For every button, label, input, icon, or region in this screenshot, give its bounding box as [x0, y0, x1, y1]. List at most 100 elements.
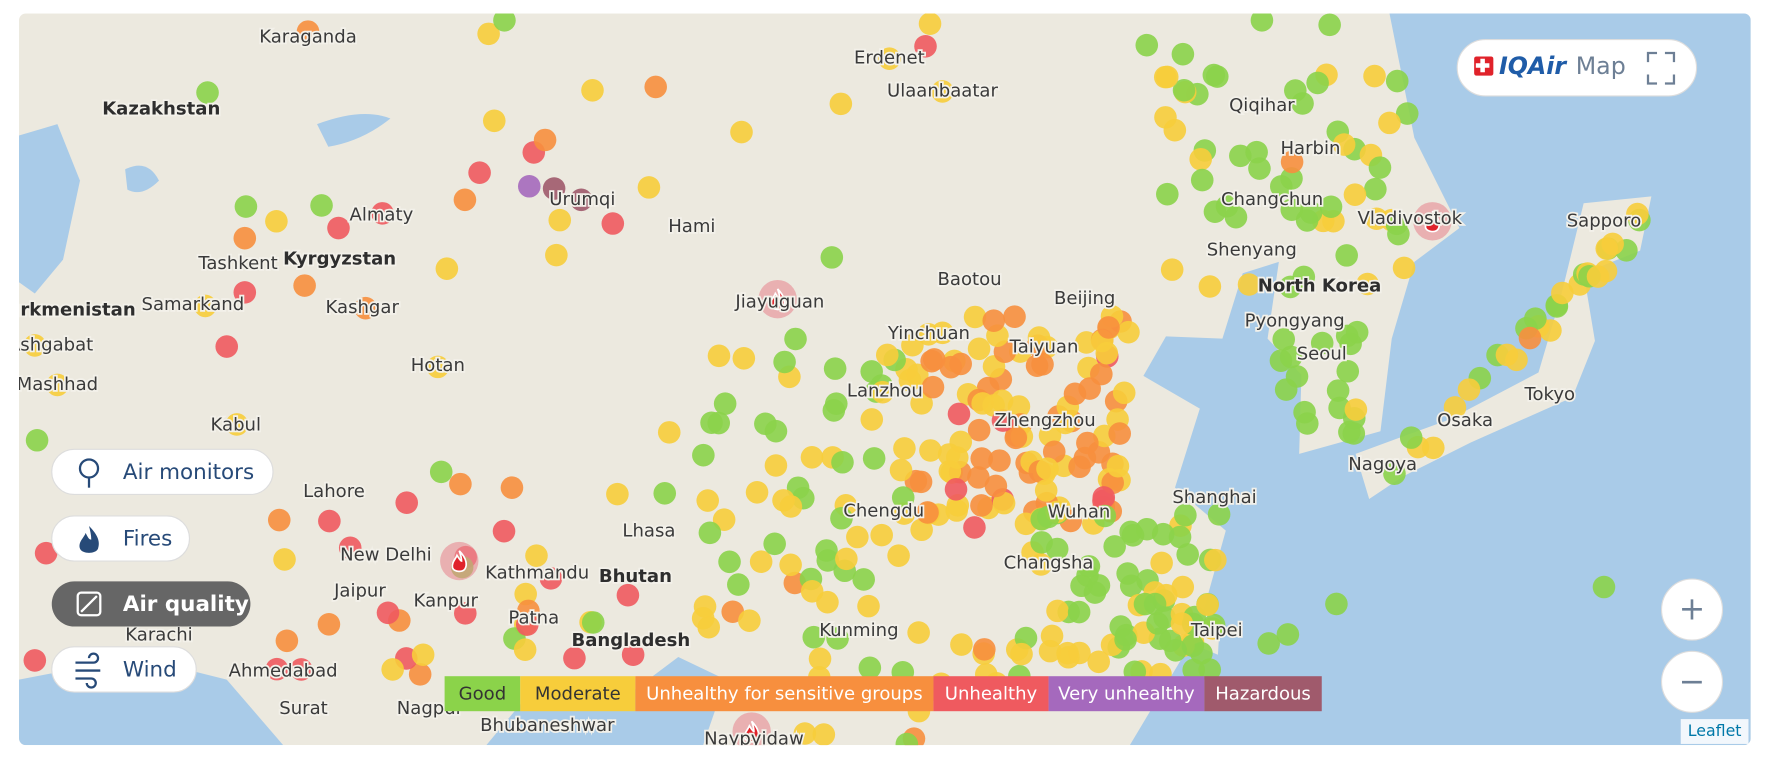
station-marker — [1156, 182, 1179, 206]
air-quality-button[interactable]: Air quality — [51, 581, 251, 627]
place-label: Urumqi — [549, 189, 615, 210]
station-marker — [1168, 525, 1192, 549]
station-marker — [293, 274, 316, 297]
station-marker — [1171, 42, 1195, 66]
station-markers — [23, 13, 1651, 746]
fires-button[interactable]: Fires — [51, 515, 191, 562]
station-marker — [1097, 316, 1120, 339]
station-marker — [1068, 641, 1091, 665]
place-label: Beijing — [1054, 288, 1115, 309]
place-label: Sapporo — [1567, 210, 1642, 231]
station-marker — [947, 402, 971, 426]
station-marker — [852, 568, 875, 591]
station-marker — [23, 334, 47, 357]
zoom-in-label: + — [1679, 592, 1705, 628]
station-marker — [829, 92, 853, 116]
station-marker — [831, 450, 854, 474]
station-marker — [1067, 600, 1091, 624]
map-canvas[interactable]: Karaganda Kazakhstan Erdenet Ulaanbaatar… — [0, 9, 1751, 755]
station-marker — [381, 658, 404, 681]
station-marker — [563, 646, 586, 670]
station-marker — [1181, 634, 1205, 658]
station-marker — [1198, 658, 1222, 681]
station-marker — [265, 657, 289, 681]
legend-swatch — [444, 676, 521, 712]
station-marker — [233, 226, 257, 250]
station-marker — [892, 502, 916, 525]
station-marker — [265, 209, 288, 233]
station-marker — [1172, 78, 1196, 102]
attribution-link[interactable]: Leaflet — [1688, 721, 1742, 740]
station-marker — [973, 638, 996, 661]
station-marker — [601, 212, 625, 235]
station-marker — [920, 349, 943, 373]
place-label: Qiqihar — [1229, 95, 1295, 116]
place-label: Zhengzhou — [995, 410, 1096, 431]
wind-button[interactable]: Wind — [51, 646, 197, 693]
station-marker — [411, 643, 435, 667]
place-label: Karaganda — [259, 26, 357, 47]
station-marker — [657, 421, 681, 444]
station-marker — [963, 305, 987, 329]
aq-icon-line — [80, 595, 98, 613]
button-background — [51, 581, 251, 627]
station-marker — [542, 177, 566, 200]
station-marker — [426, 355, 450, 379]
station-marker — [1279, 345, 1303, 369]
place-label: Lanzhou — [847, 381, 923, 402]
station-marker — [1046, 599, 1069, 623]
place-label: Lahore — [303, 481, 365, 502]
station-marker — [310, 194, 333, 217]
place-label: Kabul — [211, 415, 261, 436]
station-marker — [1164, 639, 1187, 662]
country-label: Bhutan — [599, 566, 672, 587]
station-marker — [898, 368, 922, 392]
station-marker — [1027, 326, 1051, 349]
station-marker — [408, 663, 432, 686]
zoom-in-button[interactable]: + — [1660, 578, 1724, 641]
station-marker — [931, 321, 954, 345]
station-marker — [371, 202, 394, 225]
station-marker — [1150, 551, 1173, 575]
station-marker — [1004, 426, 1028, 450]
station-marker — [793, 722, 817, 745]
station-marker — [857, 594, 880, 618]
station-marker — [889, 458, 913, 482]
station-marker — [1103, 535, 1126, 558]
station-marker — [916, 501, 939, 524]
station-marker — [1336, 359, 1360, 383]
station-marker — [1176, 543, 1199, 566]
station-marker — [846, 525, 869, 549]
station-marker — [698, 521, 722, 545]
legend-swatch — [933, 676, 1049, 712]
place-label: Hami — [668, 216, 715, 237]
station-marker — [691, 606, 715, 630]
place-label: Wuhan — [1048, 502, 1111, 523]
station-marker — [914, 34, 937, 58]
brand-logo: IQAir — [1499, 52, 1567, 80]
station-marker — [1087, 650, 1110, 674]
station-marker — [1392, 256, 1416, 280]
station-marker — [1114, 628, 1137, 651]
station-marker — [273, 548, 296, 571]
place-label: Vladivostok — [1358, 208, 1463, 229]
station-marker — [1155, 65, 1179, 89]
air-monitors-button[interactable]: Air monitors — [51, 448, 274, 496]
station-marker — [944, 478, 968, 501]
country-label: Kyrgyzstan — [283, 249, 396, 270]
station-marker — [514, 582, 537, 606]
station-marker — [606, 482, 629, 506]
station-marker — [215, 335, 239, 358]
zoom-out-button[interactable]: − — [1660, 650, 1724, 713]
aqi-legend: Good Moderate Unhealthy for sensitive grou… — [444, 676, 1322, 712]
place-label: Taiyuan — [1009, 337, 1079, 358]
station-marker — [539, 567, 563, 590]
station-marker — [1068, 455, 1091, 479]
fullscreen-button[interactable] — [1646, 51, 1676, 85]
lake-balkhash — [317, 114, 391, 147]
station-marker — [233, 281, 257, 304]
station-marker — [826, 627, 849, 650]
place-label: Bhubaneshwar — [480, 715, 615, 736]
station-marker — [468, 161, 491, 185]
